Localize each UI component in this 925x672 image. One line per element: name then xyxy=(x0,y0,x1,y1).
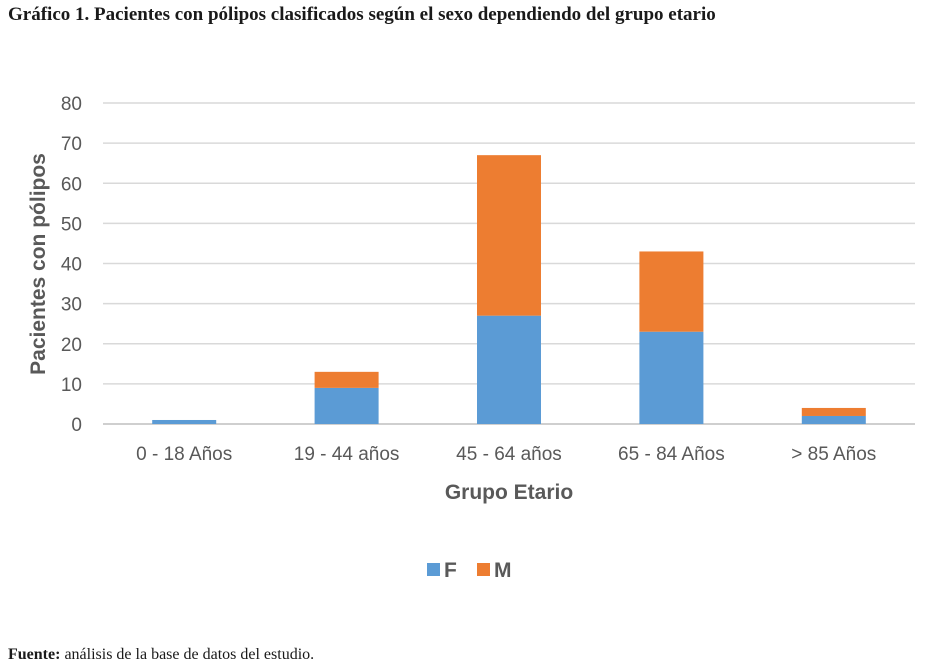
y-axis-label: Pacientes con pólipos xyxy=(27,153,50,375)
bar-segment-m xyxy=(639,251,704,332)
x-tick-label: 0 - 18 Años xyxy=(136,444,232,465)
y-tick-label: 70 xyxy=(61,134,82,155)
x-axis-label: Grupo Etario xyxy=(445,481,573,504)
y-tick-label: 30 xyxy=(61,295,82,316)
source-text: análisis de la base de datos del estudio… xyxy=(60,646,315,663)
y-tick-label: 20 xyxy=(61,335,82,356)
y-tick-label: 50 xyxy=(61,214,82,235)
bar-segment-m xyxy=(314,371,379,388)
bar-segment-m xyxy=(801,407,866,416)
y-tick-label: 10 xyxy=(61,375,82,396)
x-tick-label: > 85 Años xyxy=(791,444,876,465)
y-tick-label: 60 xyxy=(61,174,82,195)
source-label: Fuente: xyxy=(8,646,61,663)
x-tick-label: 65 - 84 Años xyxy=(618,444,725,465)
x-tick-label: 45 - 64 años xyxy=(456,444,562,465)
x-tick-label: 19 - 44 años xyxy=(294,444,400,465)
x-tick-labels: 0 - 18 Años 19 - 44 años 45 - 64 años 65 - … xyxy=(136,444,876,465)
legend-label: F xyxy=(444,559,457,582)
bar-segment-f xyxy=(801,415,866,424)
y-tick-label: 80 xyxy=(61,94,82,115)
y-tick-label: 40 xyxy=(61,255,82,276)
bar-segment-f xyxy=(314,387,379,424)
bar-segment-f xyxy=(639,331,704,424)
legend-swatch-m xyxy=(477,563,490,576)
legend-swatch-f xyxy=(427,563,440,576)
y-tick-label: 0 xyxy=(71,415,82,436)
bars xyxy=(152,155,866,424)
bar-segment-f xyxy=(152,419,217,424)
bar-segment-m xyxy=(477,155,541,316)
y-tick-labels: 0 10 20 30 40 50 60 70 80 xyxy=(61,94,82,436)
legend-label: M xyxy=(494,559,512,582)
bar-segment-f xyxy=(477,315,541,424)
figure-caption: Gráfico 1. Pacientes con pólipos clasifi… xyxy=(8,4,716,25)
source-note: Fuente: análisis de la base de datos del… xyxy=(8,646,314,664)
